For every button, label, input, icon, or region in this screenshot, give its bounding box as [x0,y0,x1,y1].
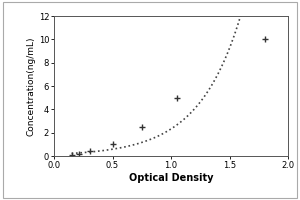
Y-axis label: Concentration(ng/mL): Concentration(ng/mL) [27,36,36,136]
X-axis label: Optical Density: Optical Density [129,173,213,183]
